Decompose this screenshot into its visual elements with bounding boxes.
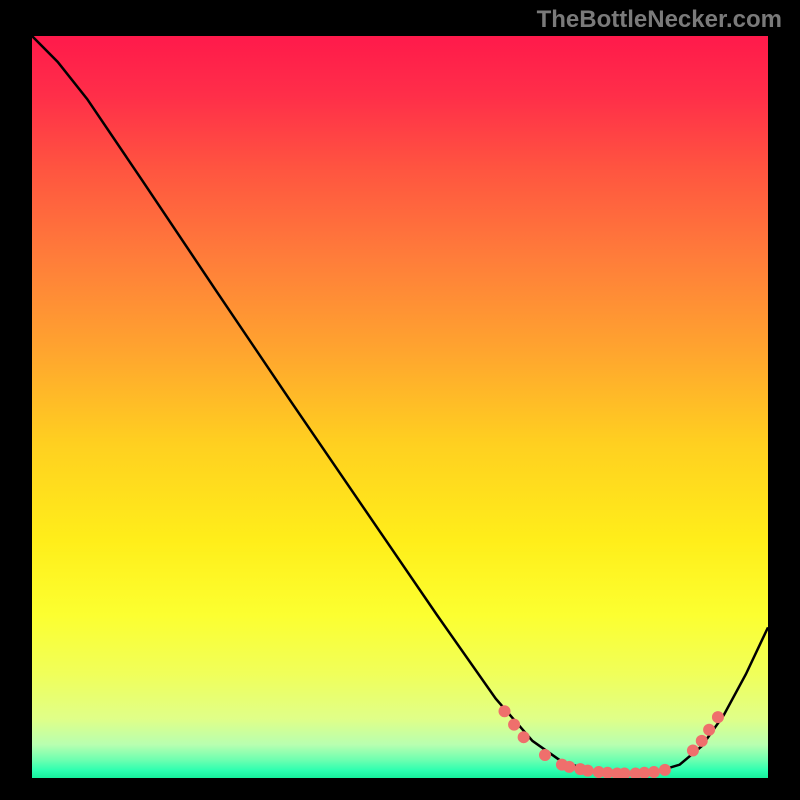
plot-svg [32, 36, 768, 778]
chart-frame: TheBottleNecker.com [0, 0, 800, 800]
marker-point [696, 735, 708, 747]
gradient-background [32, 36, 768, 778]
marker-point [582, 765, 594, 777]
marker-point [499, 705, 511, 717]
plot-area [32, 36, 768, 778]
marker-point [508, 719, 520, 731]
marker-point [648, 766, 660, 778]
marker-point [539, 749, 551, 761]
watermark-text: TheBottleNecker.com [537, 6, 782, 34]
marker-point [687, 745, 699, 757]
marker-point [703, 724, 715, 736]
marker-point [659, 764, 671, 776]
marker-point [518, 731, 530, 743]
marker-point [712, 711, 724, 723]
marker-point [563, 761, 575, 773]
